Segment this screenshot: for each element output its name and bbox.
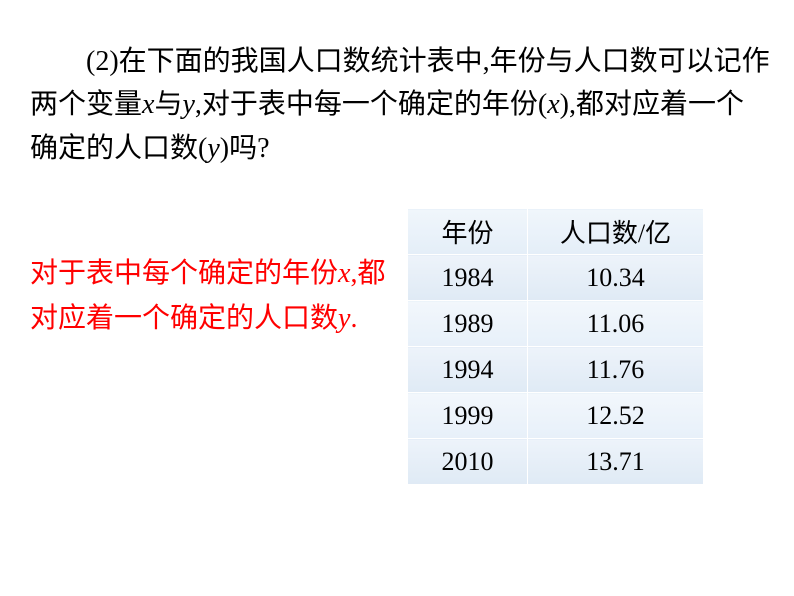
- cell-population: 10.34: [528, 255, 704, 301]
- cell-year: 1994: [408, 347, 528, 393]
- a-var-x: x: [338, 258, 350, 289]
- q-var-y: y: [182, 89, 194, 120]
- q-mid1: 与: [154, 89, 182, 120]
- q-var-y2: y: [207, 133, 219, 164]
- table-row: 1984 10.34: [408, 255, 704, 301]
- table-row: 2010 13.71: [408, 439, 704, 485]
- header-year: 年份: [408, 209, 528, 255]
- table-row: 1994 11.76: [408, 347, 704, 393]
- q-var-x2: x: [547, 89, 559, 120]
- cell-year: 2010: [408, 439, 528, 485]
- cell-year: 1989: [408, 301, 528, 347]
- a-var-y: y: [338, 303, 350, 334]
- q-part4: )吗?: [220, 133, 270, 164]
- table-row: 1999 12.52: [408, 393, 704, 439]
- cell-year: 1999: [408, 393, 528, 439]
- cell-population: 11.76: [528, 347, 704, 393]
- answer-text: 对于表中每个确定的年份x,都对应着一个确定的人口数y.: [30, 252, 390, 342]
- question-text: (2)在下面的我国人口数统计表中,年份与人口数可以记作两个变量x与y,对于表中每…: [30, 40, 770, 170]
- q-var-x: x: [142, 89, 154, 120]
- cell-population: 13.71: [528, 439, 704, 485]
- a-part1: 对于表中每个确定的年份: [30, 258, 338, 289]
- q-prefix: (2): [86, 46, 119, 77]
- cell-year: 1984: [408, 255, 528, 301]
- q-part2: ,对于表中每一个确定的年份(: [195, 89, 547, 120]
- cell-population: 11.06: [528, 301, 704, 347]
- header-population: 人口数/亿: [528, 209, 704, 255]
- table-header-row: 年份 人口数/亿: [408, 209, 704, 255]
- a-part3: .: [350, 303, 357, 334]
- population-table: 年份 人口数/亿 1984 10.34 1989 11.06 1994 11.7…: [407, 208, 704, 485]
- table-row: 1989 11.06: [408, 301, 704, 347]
- cell-population: 12.52: [528, 393, 704, 439]
